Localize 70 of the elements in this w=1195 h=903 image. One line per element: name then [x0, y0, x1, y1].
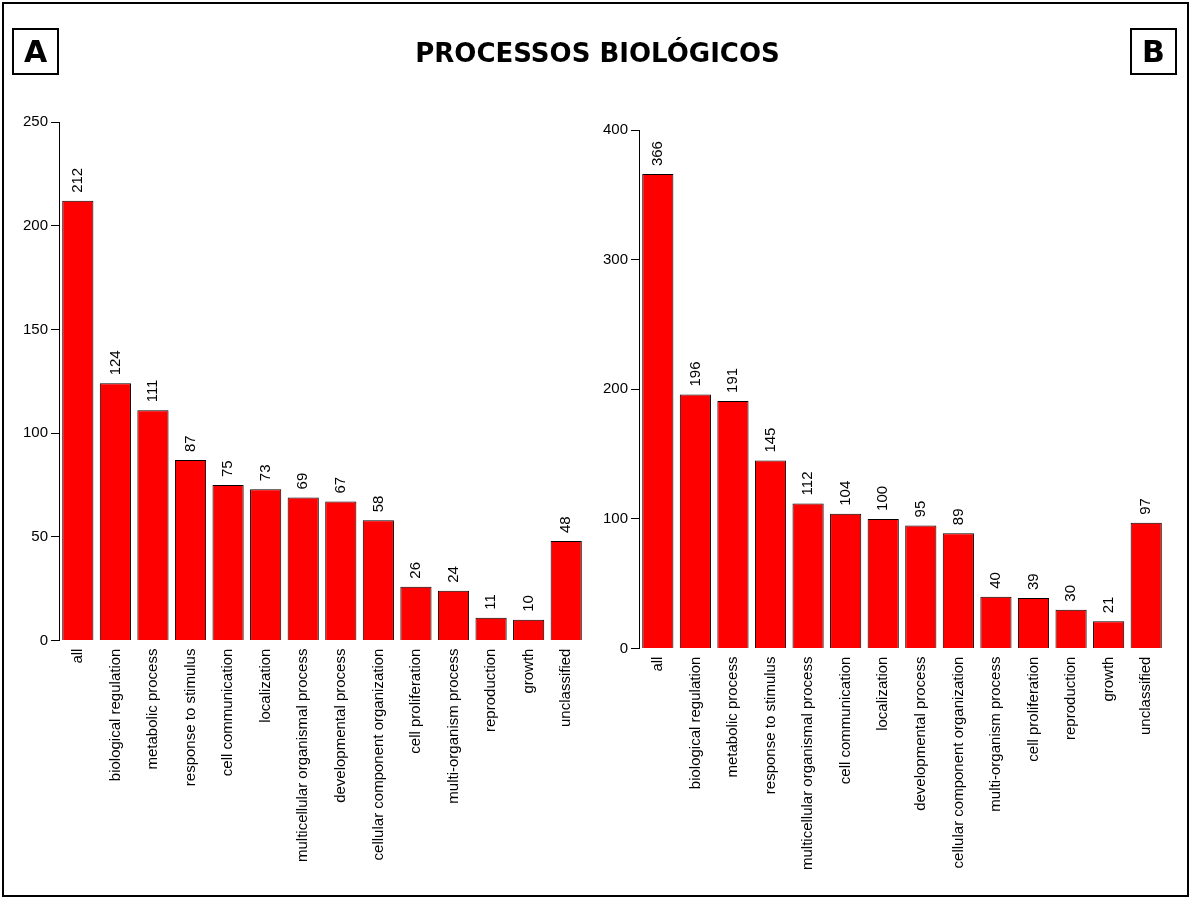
x-tick-label: metabolic process [143, 648, 161, 770]
data-label: 58 [368, 495, 386, 513]
y-tick-label: 400 [603, 120, 629, 138]
y-tick-label: 200 [603, 379, 629, 397]
data-label: 26 [406, 561, 424, 579]
data-label: 39 [1023, 573, 1041, 591]
text: B [1130, 28, 1177, 75]
data-label: 87 [180, 435, 198, 453]
x-tick-label: all [67, 648, 85, 664]
x-tick-label: biological regulation [685, 656, 703, 790]
x-tick-label: reproduction [481, 648, 499, 732]
data-label: 124 [105, 350, 123, 376]
x-tick-label: reproduction [1061, 656, 1079, 740]
x-tick-label: localization [873, 656, 891, 731]
data-label: 21 [1098, 596, 1116, 614]
x-tick-label: cell communication [218, 648, 236, 777]
data-label: 11 [481, 594, 499, 610]
y-tick-label: 0 [619, 638, 629, 656]
x-tick-label: biological regulation [105, 648, 123, 782]
data-label: 67 [330, 476, 348, 494]
chart-title: PROCESSOS BIOLÓGICOS [415, 38, 780, 68]
x-tick-label: growth [518, 648, 536, 694]
x-tick-label: multi-organism process [986, 656, 1004, 812]
data-label: 111 [143, 379, 161, 403]
data-label: 95 [910, 500, 928, 518]
data-label: 97 [1136, 498, 1154, 515]
x-tick-label: unclassified [556, 648, 574, 727]
x-tick-label: cellular component organization [368, 648, 386, 861]
data-label: 212 [67, 167, 85, 193]
y-tick-label: 50 [31, 527, 49, 545]
data-label: 145 [760, 427, 778, 453]
x-tick-label: growth [1098, 656, 1116, 702]
data-label: 24 [443, 566, 461, 583]
data-label: 10 [518, 595, 536, 612]
x-tick-label: localization [255, 648, 273, 723]
x-tick-label: cellular component organization [948, 656, 966, 869]
data-label: 40 [986, 572, 1004, 589]
data-label: 196 [685, 361, 703, 387]
x-tick-label: cell proliferation [1023, 656, 1041, 762]
data-label: 75 [218, 460, 236, 478]
x-tick-label: unclassified [1136, 656, 1154, 735]
text: A [12, 28, 60, 75]
x-tick-label: multicellular organismal process [798, 656, 816, 871]
y-tick-label: 150 [23, 319, 49, 337]
x-tick-label: response to stimulus [760, 656, 778, 795]
x-tick-label: cell communication [835, 656, 853, 785]
data-label: 30 [1061, 585, 1079, 602]
x-tick-label: developmental process [330, 648, 348, 803]
x-tick-label: multicellular organismal process [293, 648, 311, 863]
x-tick-label: multi-organism process [443, 648, 461, 804]
data-label: 112 [798, 471, 816, 496]
y-tick-label: 0 [39, 630, 49, 648]
data-label: 69 [293, 472, 311, 490]
x-tick-label: cell proliferation [406, 648, 424, 754]
y-tick-label: 200 [23, 215, 49, 233]
x-tick-label: response to stimulus [180, 648, 198, 787]
y-tick-label: 100 [603, 509, 629, 527]
y-tick-label: 100 [23, 423, 49, 441]
data-label: 73 [255, 464, 273, 482]
x-tick-label: developmental process [910, 656, 928, 811]
data-label: 89 [948, 508, 966, 526]
data-label: 366 [647, 141, 665, 167]
data-label: 48 [556, 516, 574, 534]
x-tick-label: all [647, 656, 665, 672]
y-tick-label: 250 [23, 112, 49, 130]
y-tick-label: 300 [603, 249, 629, 267]
data-label: 100 [873, 485, 891, 511]
data-label: 191 [723, 367, 741, 393]
x-tick-label: metabolic process [723, 656, 741, 778]
data-label: 104 [835, 480, 853, 506]
